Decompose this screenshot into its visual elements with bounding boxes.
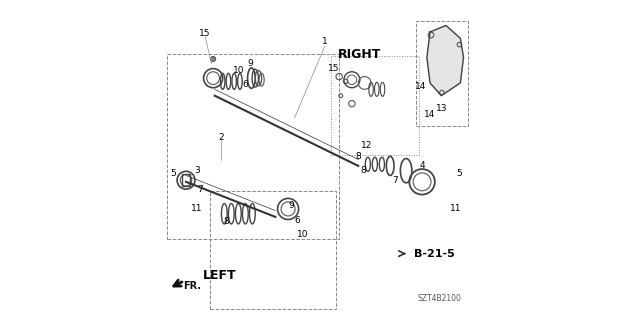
- Text: 10: 10: [297, 230, 308, 239]
- Text: 2: 2: [218, 133, 224, 142]
- Text: 7: 7: [198, 185, 204, 194]
- Text: 12: 12: [360, 141, 372, 150]
- Bar: [182, 174, 190, 186]
- Text: 6: 6: [242, 80, 248, 89]
- Text: 13: 13: [435, 104, 447, 113]
- Text: 9: 9: [289, 201, 294, 210]
- Text: 3: 3: [195, 166, 200, 175]
- Text: 15: 15: [328, 64, 339, 73]
- Text: 11: 11: [191, 204, 203, 213]
- Text: 8: 8: [360, 166, 366, 175]
- Text: 5: 5: [456, 169, 461, 178]
- Text: B-21-5: B-21-5: [414, 249, 455, 259]
- Text: 7: 7: [392, 176, 398, 185]
- Text: 8: 8: [355, 152, 361, 161]
- Text: 8: 8: [223, 217, 228, 226]
- Text: 14: 14: [415, 82, 426, 91]
- Text: FR.: FR.: [184, 280, 202, 291]
- Bar: [167, 54, 339, 239]
- Text: 1: 1: [322, 37, 328, 46]
- Bar: [416, 21, 468, 126]
- Text: 14: 14: [424, 110, 436, 119]
- Text: 5: 5: [170, 169, 176, 178]
- Text: 4: 4: [419, 161, 425, 170]
- Text: 9: 9: [247, 59, 253, 68]
- Bar: [210, 191, 336, 309]
- Text: SZT4B2100: SZT4B2100: [418, 294, 461, 303]
- Polygon shape: [427, 26, 463, 96]
- Text: 6: 6: [295, 216, 301, 225]
- Text: RIGHT: RIGHT: [338, 48, 381, 61]
- Text: 11: 11: [450, 204, 461, 213]
- Circle shape: [212, 58, 214, 60]
- Text: 10: 10: [233, 66, 244, 75]
- Bar: [331, 56, 419, 155]
- Text: LEFT: LEFT: [203, 270, 236, 282]
- Text: 15: 15: [200, 29, 211, 38]
